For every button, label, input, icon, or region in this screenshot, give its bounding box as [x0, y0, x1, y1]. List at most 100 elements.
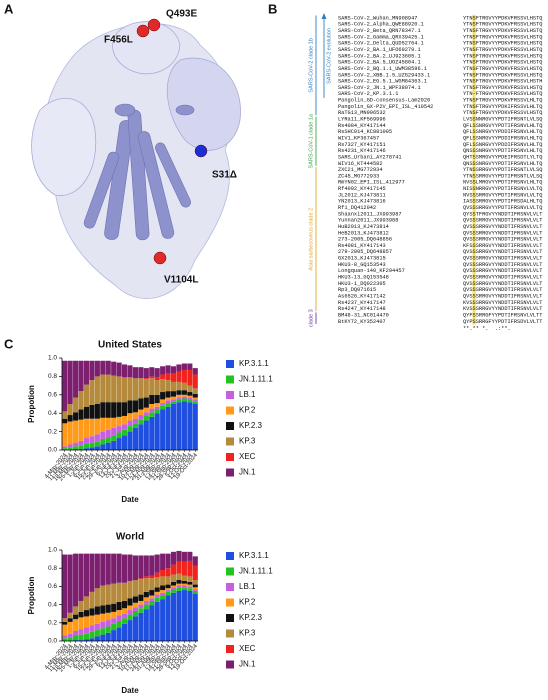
bar-segment [89, 447, 95, 450]
bar-segment [83, 596, 90, 611]
chart-title: World [116, 532, 144, 543]
bar-segment [62, 418, 68, 424]
bar-segment [160, 405, 166, 410]
bar-segment [111, 583, 117, 604]
sequence-name: SARS-CoV-2_Beta_QRN78347.1 [338, 28, 421, 34]
bar-segment [154, 409, 160, 414]
domain [166, 57, 241, 151]
bar-segment [122, 429, 128, 436]
bar-segment [105, 612, 111, 621]
bar-segment [165, 591, 171, 596]
bar-segment [143, 407, 149, 413]
bar-segment [111, 611, 117, 619]
sequence: YTNSFTRGVYYPDKVFRSSVLHSTQ [463, 47, 542, 53]
sequence: YTNSFTRGVYYPDKVFRSSVLHSTQ [463, 72, 542, 78]
sequence: NVSSSRRGVYYPDTIFRSNVLVLTQ [463, 192, 542, 198]
bar-segment [181, 363, 187, 370]
sequence-name: Rf4092_KY417145 [338, 186, 386, 192]
bar-segment [176, 580, 182, 584]
bar-segment [105, 632, 111, 641]
bar-segment [165, 403, 171, 407]
helix [137, 131, 175, 239]
helix [104, 120, 134, 240]
bar-segment [160, 409, 166, 450]
sequence: KVSSSRRGVYYNDDTIFRSNVLVLT [463, 300, 542, 306]
bar-segment [160, 553, 166, 571]
bar-segment [176, 573, 182, 581]
bar-segment [165, 568, 171, 577]
bar-segment [94, 553, 100, 589]
bar-segment [78, 449, 84, 450]
bar-segment [181, 390, 187, 395]
mutation-label: Q493E [166, 9, 197, 20]
bar-segment [154, 594, 160, 598]
mutation-site [194, 144, 208, 158]
bar-segment [149, 404, 155, 409]
legend-label: KP.3.1.1 [239, 551, 269, 560]
sequence: YTNSFTRGVYYPDKVFRSSVLHSTQ [463, 60, 542, 66]
legend-label: KP.2 [239, 406, 256, 415]
bar-segment [181, 394, 187, 397]
bar-segment [62, 638, 68, 641]
bar-segment [100, 621, 106, 629]
bar-segment [100, 634, 106, 641]
bar-segment [165, 365, 171, 374]
bar-segment [187, 551, 193, 561]
bar-segment [138, 579, 144, 595]
bar-segment [181, 580, 187, 584]
sequence: NISSNRRGVYYPDTIFRSNVLVLTQ [463, 186, 542, 192]
bar-segment [94, 630, 100, 637]
bar-segment [83, 616, 90, 628]
bar-segment [62, 411, 68, 419]
sequence-name: As6526_KY417142 [338, 293, 386, 299]
bar-segment [170, 401, 177, 404]
bar-segment [122, 608, 128, 614]
bar-segment [176, 587, 182, 591]
bar-segment [116, 627, 122, 641]
bar-segment [73, 640, 79, 641]
bar-segment [127, 420, 133, 427]
panel-label: C [4, 336, 14, 351]
sequence: QYSSTFRGVYYNDDTIFRSNVLVLT [463, 211, 542, 217]
bar-segment [170, 396, 177, 400]
legend-swatch [226, 629, 234, 638]
bar-segment [89, 625, 95, 632]
mutation-site [136, 24, 150, 38]
bar-segment [83, 448, 90, 450]
bar-segment [176, 399, 182, 403]
bar-segment [138, 409, 144, 416]
bar-segment [105, 553, 111, 585]
bar-segment [89, 418, 95, 437]
bar-segment [83, 443, 90, 449]
bar-segment [149, 416, 155, 450]
bar-segment [143, 412, 149, 416]
sequence: QVSSSRRGVYYNDDTIFRSNVLVLT [463, 224, 542, 230]
bar-segment [187, 402, 193, 450]
bar-segment [160, 379, 166, 393]
bar-segment [143, 420, 149, 450]
bar-segment [73, 553, 79, 607]
bar-segment [67, 415, 73, 422]
bar-segment [187, 385, 193, 393]
bar-segment [154, 572, 160, 578]
sequence: QFLSSNRGVYYPDDIFRSNVLHLTQ [463, 142, 542, 148]
bar-segment [149, 394, 155, 404]
bar-segment [127, 554, 133, 581]
bar-segment [122, 415, 128, 425]
bar-segment [181, 401, 187, 450]
sequence-name: RaTG13_MN996532 [338, 110, 386, 116]
legend-label: KP.3 [239, 629, 256, 638]
bar-segment [160, 576, 166, 586]
sequence-name: Pangolin_GX-P2V_EPI_ISL_410542 [338, 104, 433, 110]
bar-segment [149, 367, 155, 377]
bar-segment [111, 630, 117, 641]
bar-segment [187, 586, 193, 589]
bar-segment [170, 366, 177, 374]
sequence-name: 279-2005_DQ648857 [338, 249, 392, 255]
bar-segment [83, 418, 90, 439]
bar-segment [170, 564, 177, 575]
bar-segment [165, 553, 171, 569]
legend-swatch [226, 552, 234, 560]
bar-segment [116, 553, 122, 583]
sequence: YTNSFTRGVYYPDKIFRSSVLHLTQ [463, 104, 542, 110]
